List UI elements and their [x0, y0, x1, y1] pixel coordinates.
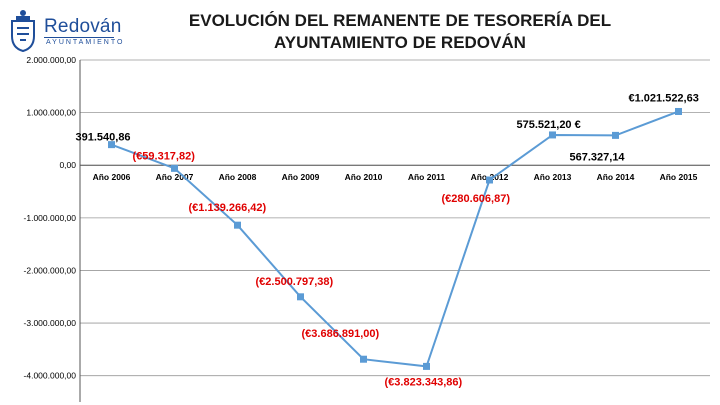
y-tick-label: -2.000.000,00	[24, 265, 77, 275]
y-tick-label: -3.000.000,00	[24, 318, 77, 328]
x-tick-label: Año 2008	[219, 172, 257, 182]
series-line	[111, 110, 679, 368]
x-tick-label: Año 2009	[282, 172, 320, 182]
data-point	[297, 293, 304, 301]
coat-of-arms-icon	[11, 10, 35, 52]
data-label: (€1.139.266,42)	[189, 202, 267, 214]
data-point	[486, 176, 493, 184]
x-tick-label: Año 2006	[93, 172, 131, 182]
x-tick-label: Año 2014	[597, 172, 635, 182]
x-tick-label: Año 2013	[534, 172, 572, 182]
data-label: €1.021.522,63	[629, 92, 699, 104]
logo-subtitle: AYUNTAMIENTO	[46, 39, 125, 46]
data-label: (€3.686.891,00)	[302, 328, 380, 340]
data-label: 567.327,14	[570, 151, 626, 163]
chart-title: EVOLUCIÓN DEL REMANENTE DE TESORERÍA DEL…	[120, 10, 680, 54]
data-point	[612, 131, 619, 139]
data-point	[171, 164, 178, 172]
data-label: (€280.606,87)	[442, 193, 511, 205]
data-label: (€59.317,82)	[133, 150, 196, 162]
y-tick-label: 2.000.000,00	[26, 55, 76, 65]
x-tick-label: Año 2015	[660, 172, 698, 182]
y-tick-label: -1.000.000,00	[24, 213, 77, 223]
data-label: 575.521,20 €	[517, 119, 581, 131]
data-point	[108, 141, 115, 149]
data-point	[549, 131, 556, 139]
chart-title-line-1: EVOLUCIÓN DEL REMANENTE DE TESORERÍA DEL	[188, 11, 612, 30]
data-point	[360, 355, 367, 363]
logo-name: Redován	[44, 16, 122, 37]
logo: Redován AYUNTAMIENTO	[6, 8, 122, 56]
logo-divider	[44, 37, 114, 38]
y-tick-label: 1.000.000,00	[26, 108, 76, 118]
data-point	[423, 362, 430, 370]
x-tick-label: Año 2010	[345, 172, 383, 182]
y-tick-label: 0,00	[59, 160, 76, 170]
data-label: (€3.823.343,86)	[385, 376, 463, 388]
data-label: 391.540,86	[76, 132, 131, 144]
data-point	[675, 107, 682, 115]
chart-title-line-2: AYUNTAMIENTO DE REDOVÁN	[274, 33, 526, 52]
data-point	[234, 221, 241, 229]
x-tick-label: Año 2007	[156, 172, 194, 182]
data-label: (€2.500.797,38)	[256, 276, 334, 288]
y-tick-label: -4.000.000,00	[24, 371, 77, 381]
x-tick-label: Año 2011	[408, 172, 446, 182]
